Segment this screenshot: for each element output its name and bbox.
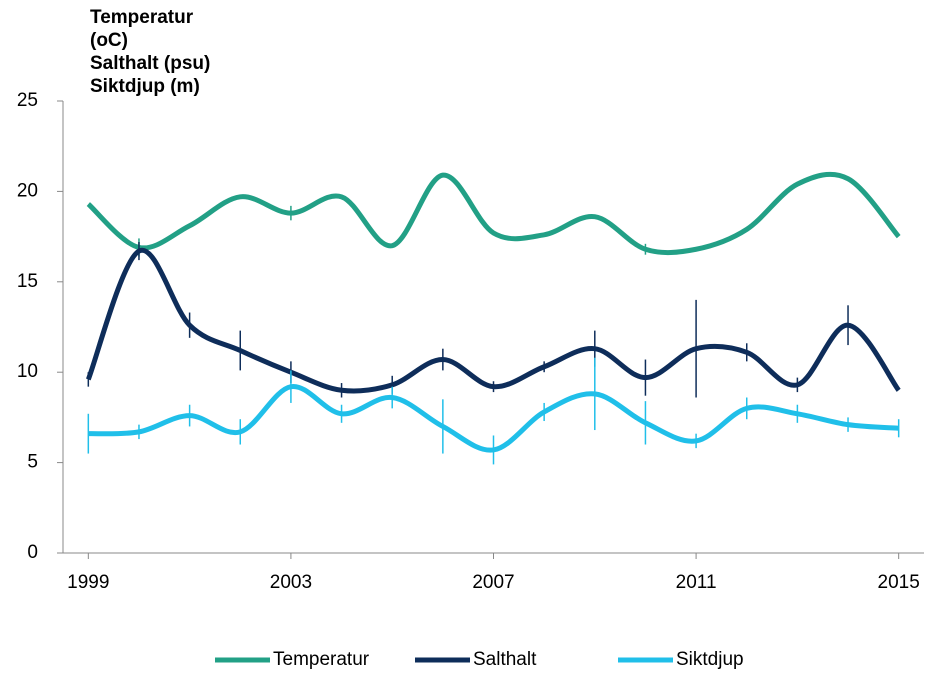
y-tick-label: 10 [17,361,38,382]
legend-label: Siktdjup [676,649,744,670]
series-line [86,171,901,256]
x-tick-label: 2015 [878,572,920,593]
x-tick-label: 2003 [270,572,312,593]
x-tick-label: 2011 [676,572,717,593]
legend-label: Salthalt [473,649,537,670]
y-tick-label: 0 [27,542,38,563]
y-tick-label: 20 [17,180,38,201]
y-axis-label: Temperatur [90,7,194,28]
legend-label: Temperatur [273,649,370,670]
x-tick-label: 2007 [472,572,514,593]
series-line [85,247,901,394]
series-line [88,384,899,453]
y-tick-label: 15 [17,271,38,292]
y-axis-label: (oC) [90,30,128,51]
x-tick-label: 1999 [67,572,109,593]
y-axis-label: Siktdjup (m) [90,76,200,97]
y-axis-label: Salthalt (psu) [90,53,210,74]
y-tick-label: 25 [17,90,38,111]
y-tick-label: 5 [27,452,38,473]
